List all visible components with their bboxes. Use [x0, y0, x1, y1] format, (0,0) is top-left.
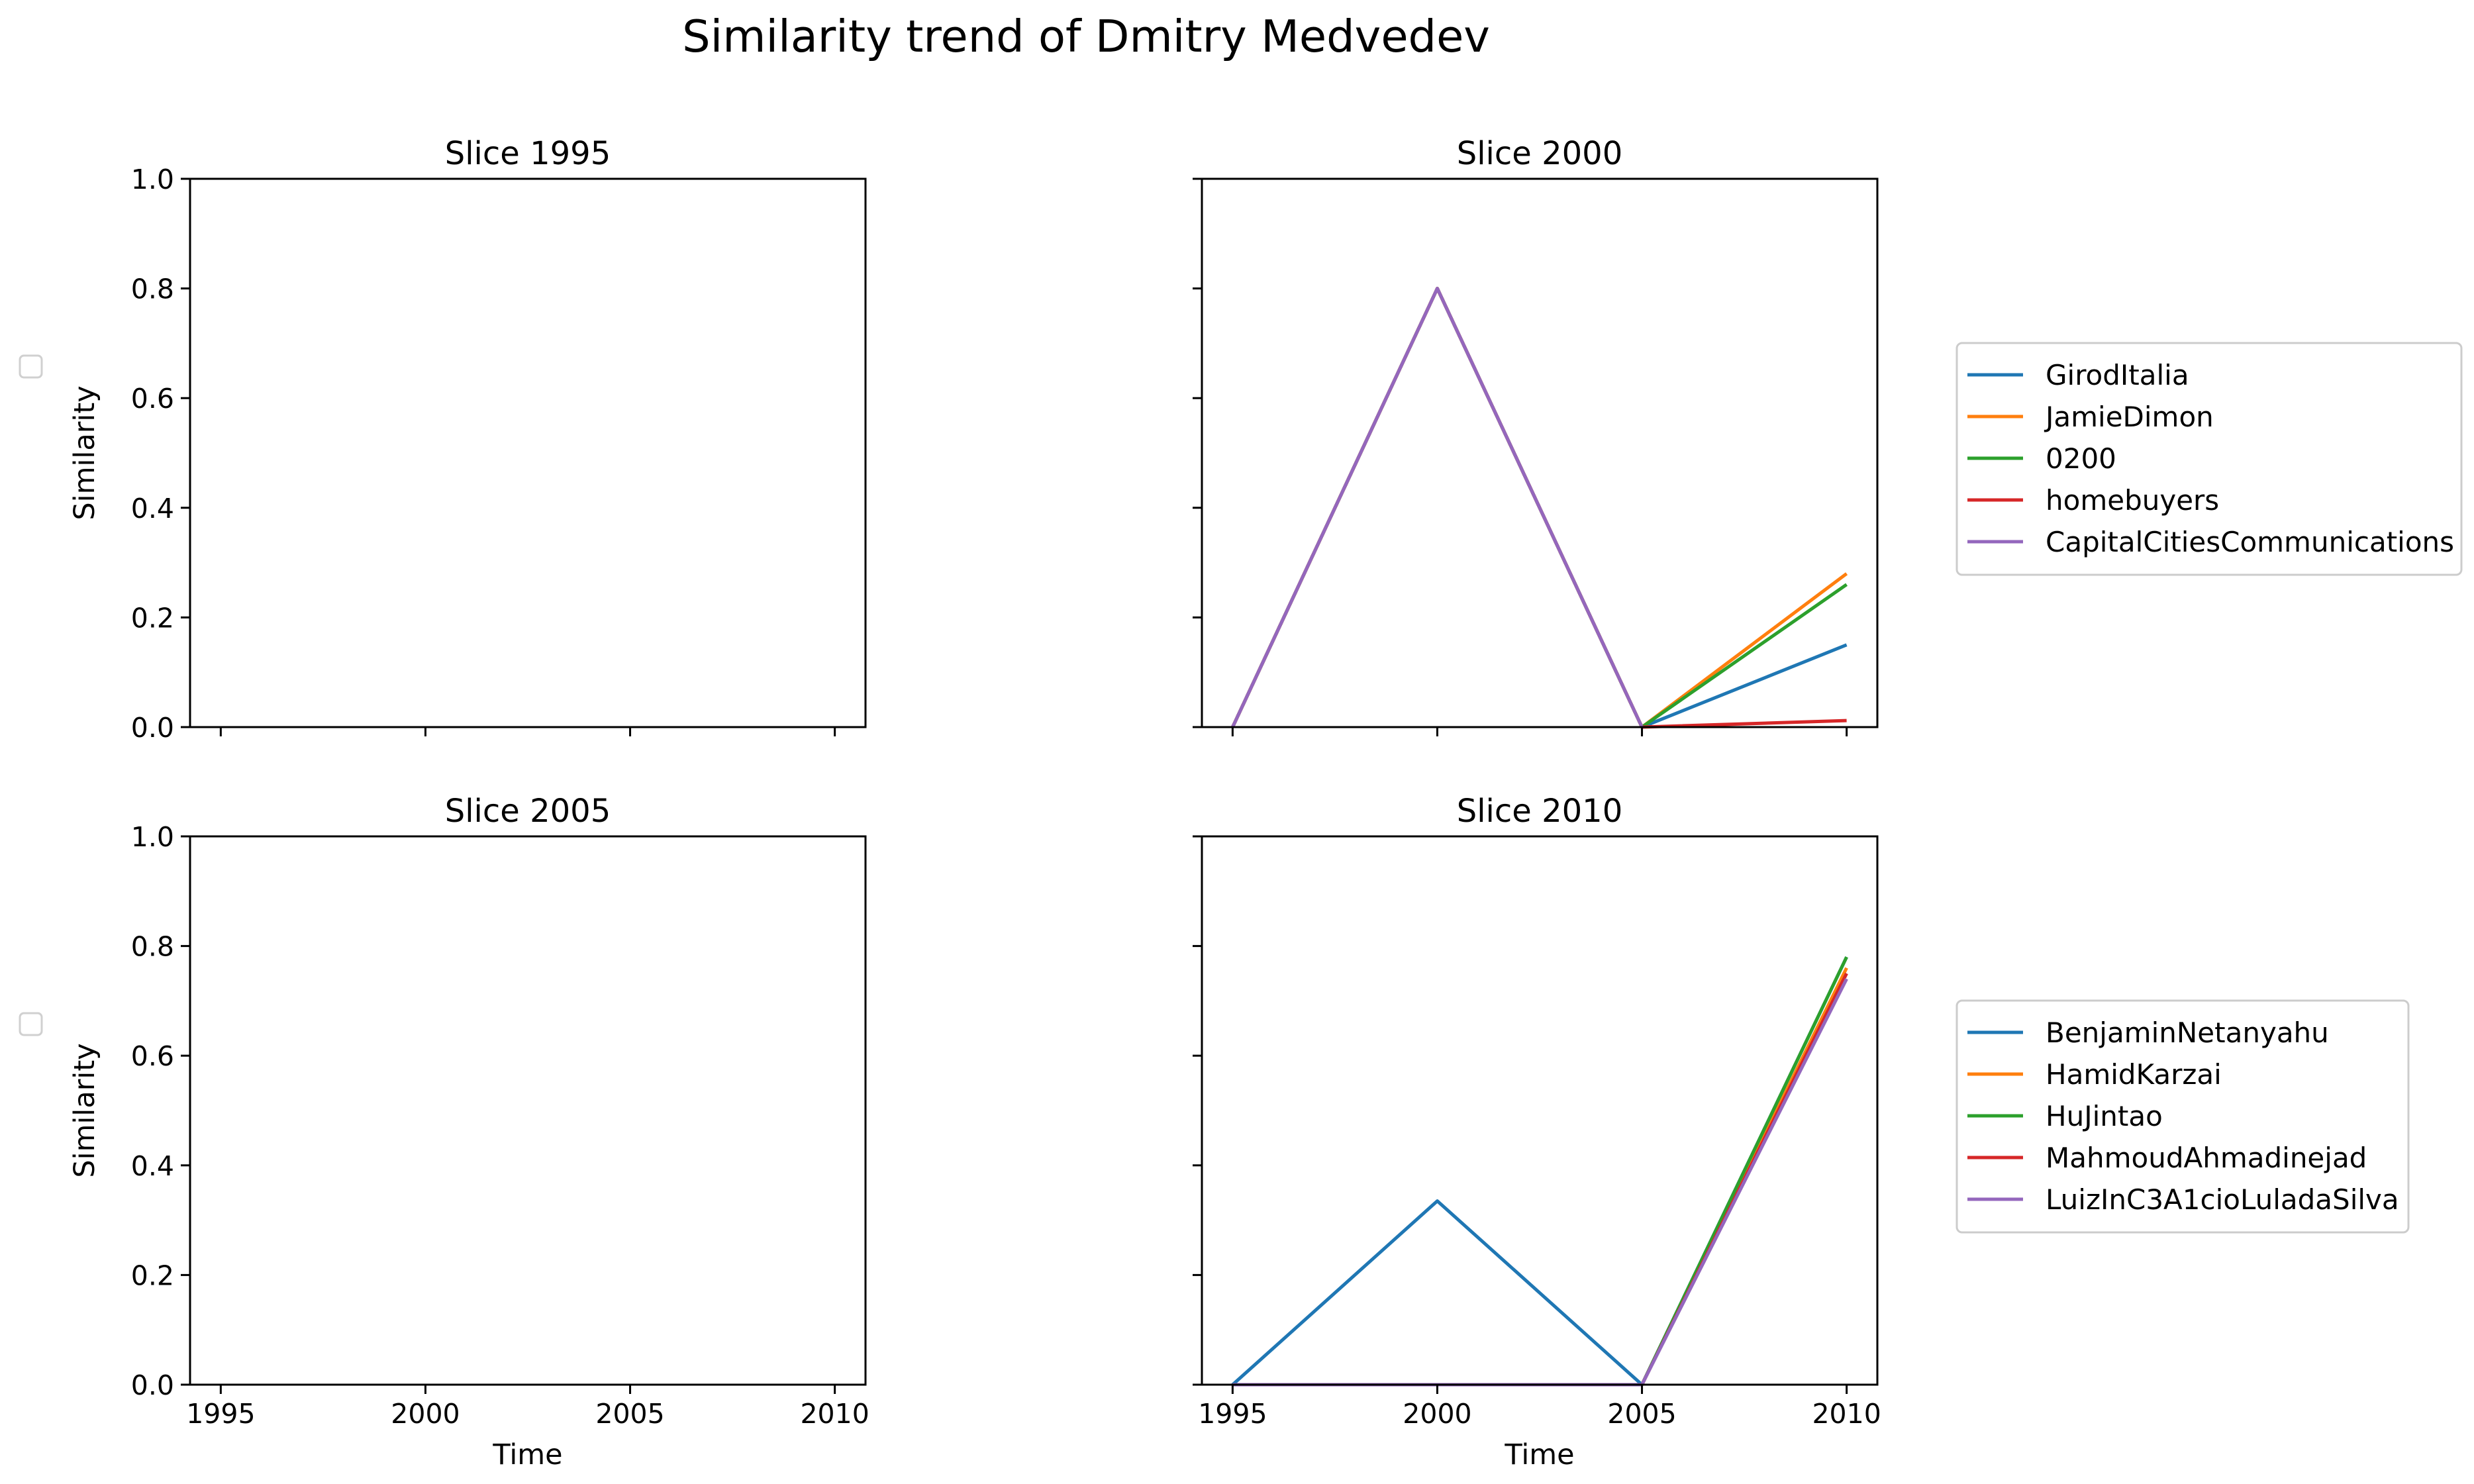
y-axis-label: Similarity	[68, 385, 101, 520]
subplot-title: Slice 2000	[1457, 135, 1622, 172]
y-axis-label: Similarity	[68, 1043, 101, 1177]
figure-title: Similarity trend of Dmitry Medvedev	[682, 11, 1490, 62]
legend-label: MahmoudAhmadinejad	[2046, 1142, 2367, 1174]
legend: BenjaminNetanyahu HamidKarzai HuJintao Mahm…	[1955, 999, 2410, 1234]
x-tick-label: 2005	[595, 1398, 664, 1430]
series-line-CapitalCitiesCommunications	[1231, 287, 1644, 728]
subplot-4: Slice 2010 1995 2000 2005 2010 Time BenjaminNe…	[1193, 793, 2410, 1471]
legend-label: HamidKarzai	[2046, 1058, 2222, 1091]
y-tick-label: 0.4	[131, 493, 174, 524]
legend-label: homebuyers	[2046, 484, 2219, 517]
plot-frame	[1201, 835, 1879, 1386]
y-tick-label: 1.0	[131, 164, 174, 195]
y-tick-label: 0.8	[131, 273, 174, 305]
y-tick-label: 0.6	[131, 383, 174, 415]
legend-label: BenjaminNetanyahu	[2046, 1016, 2329, 1049]
y-tick-label: 0.8	[131, 931, 174, 963]
y-tick-label: 0.0	[131, 712, 174, 744]
x-tick-label: 1995	[1198, 1398, 1267, 1430]
legend-label: GirodItalia	[2046, 359, 2189, 391]
subplot-title: Slice 2010	[1457, 793, 1622, 830]
x-tick-label: 2005	[1607, 1398, 1676, 1430]
legend-label: 0200	[2046, 442, 2116, 475]
x-tick-label: 1995	[186, 1398, 255, 1430]
legend-frame	[1955, 342, 2463, 576]
y-tick-label: 0.2	[131, 602, 174, 634]
y-tick-label: 0.0	[131, 1369, 174, 1401]
subplot-grid: Slice 19950.00.20.40.60.81.0SimilaritySl…	[19, 135, 2463, 1471]
subplot-title: Slice 1995	[445, 135, 611, 172]
subplot-2: Slice 2000 GirodItalia JamieDimon 0200 homeb…	[1193, 135, 2463, 736]
legend-label: LuizInC3A1cioLuladaSilva	[2046, 1183, 2399, 1216]
plot-frame	[1201, 177, 1879, 728]
x-tick-label: 2010	[800, 1398, 869, 1430]
x-tick-label: 2010	[1812, 1398, 1881, 1430]
series-group	[1231, 287, 1848, 729]
empty-legend-box	[19, 354, 43, 379]
plot-frame	[189, 177, 867, 728]
y-tick-label: 0.4	[131, 1150, 174, 1182]
legend-frame	[1955, 999, 2410, 1234]
subplot-1: Slice 1995 0.0 0.2 0.4 0.6 0.8 1.0 Similarity	[19, 135, 867, 744]
legend-label: JamieDimon	[2044, 401, 2214, 433]
legend-label: CapitalCitiesCommunications	[2046, 526, 2454, 558]
x-axis-label: Time	[1504, 1438, 1574, 1471]
x-tick-label: 2000	[1403, 1398, 1471, 1430]
y-tick-label: 0.6	[131, 1040, 174, 1072]
x-axis-label: Time	[492, 1438, 562, 1471]
plot-frame	[189, 835, 867, 1386]
subplot-title: Slice 2005	[445, 793, 611, 830]
y-tick-label: 1.0	[131, 821, 174, 853]
y-tick-label: 0.2	[131, 1260, 174, 1291]
subplot-3: Slice 2005 1995 2000 2005 2010 0.0 0.2 0.4 0.6 0.…	[19, 793, 869, 1471]
empty-legend-box	[19, 1012, 43, 1036]
legend: GirodItalia JamieDimon 0200 homebuyers Capit…	[1955, 342, 2463, 576]
x-tick-label: 2000	[391, 1398, 460, 1430]
legend-label: HuJintao	[2046, 1100, 2163, 1132]
